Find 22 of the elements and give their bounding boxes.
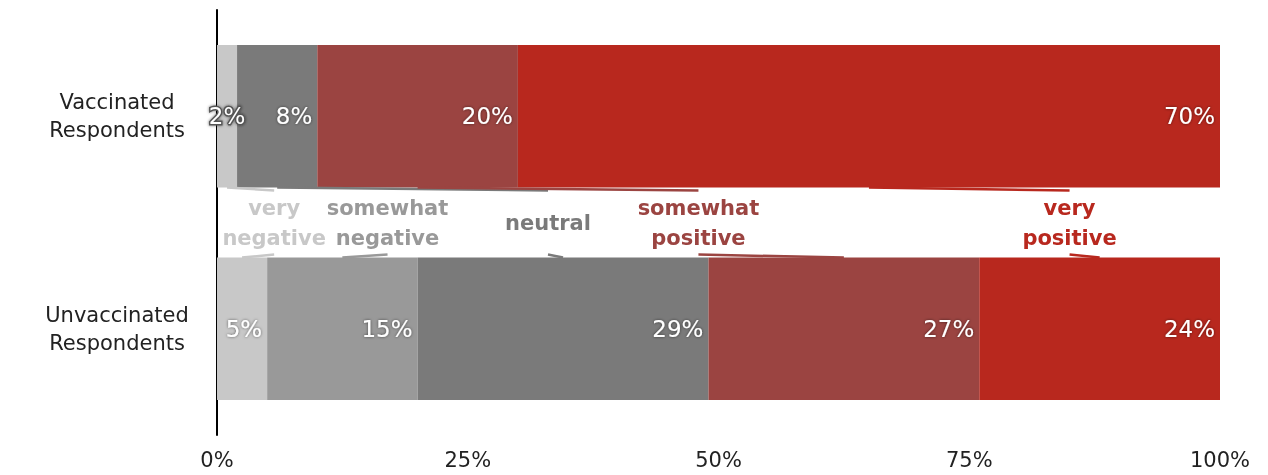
x-tick-label: 0% — [200, 447, 234, 472]
y-tick-label: Unvaccinated Respondents — [45, 302, 189, 355]
y-tick-label: Vaccinated Respondents — [49, 90, 185, 143]
x-tick-label: 50% — [695, 447, 742, 472]
bar — [417, 257, 709, 400]
data-label: 70% — [1163, 103, 1215, 130]
series-label: somewhat positive — [637, 195, 760, 250]
series-label: neutral — [505, 210, 591, 235]
data-label: 29% — [652, 315, 704, 342]
bar — [517, 45, 1220, 188]
data-label: 27% — [923, 315, 975, 342]
data-label: 20% — [461, 103, 513, 130]
data-label: 15% — [361, 315, 413, 342]
series-label: very positive — [1022, 195, 1117, 250]
x-tick-label: 25% — [444, 447, 492, 472]
bar — [267, 257, 418, 400]
bar — [979, 257, 1220, 400]
series-label: somewhat negative — [326, 195, 449, 250]
x-tick-label: 100% — [1189, 447, 1251, 472]
data-label: 24% — [1163, 315, 1215, 342]
x-tick-label: 75% — [945, 447, 993, 472]
data-label: 8% — [275, 103, 313, 130]
